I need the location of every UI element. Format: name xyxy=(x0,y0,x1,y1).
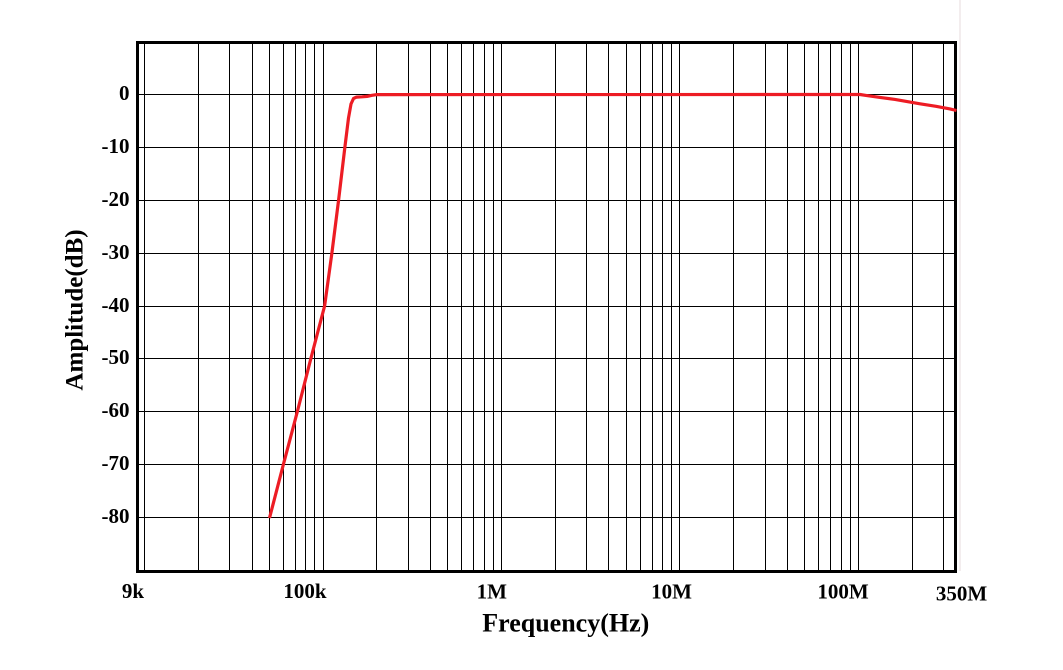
svg-text:-80: -80 xyxy=(102,504,130,528)
svg-text:-30: -30 xyxy=(102,240,130,264)
svg-text:Frequency(Hz): Frequency(Hz) xyxy=(482,609,649,638)
svg-text:100k: 100k xyxy=(283,579,327,603)
svg-text:-60: -60 xyxy=(102,398,130,422)
svg-text:Amplitude(dB): Amplitude(dB) xyxy=(62,229,89,390)
svg-text:100M: 100M xyxy=(817,580,869,604)
svg-text:1M: 1M xyxy=(477,580,508,604)
svg-text:-40: -40 xyxy=(102,293,130,317)
svg-text:-10: -10 xyxy=(102,134,130,158)
svg-text:-20: -20 xyxy=(102,187,130,211)
svg-text:350M: 350M xyxy=(936,582,988,606)
svg-text:0: 0 xyxy=(119,81,130,105)
svg-text:-50: -50 xyxy=(102,345,130,369)
svg-text:-70: -70 xyxy=(102,451,130,475)
svg-text:9k: 9k xyxy=(122,579,145,603)
svg-text:10M: 10M xyxy=(651,580,692,604)
